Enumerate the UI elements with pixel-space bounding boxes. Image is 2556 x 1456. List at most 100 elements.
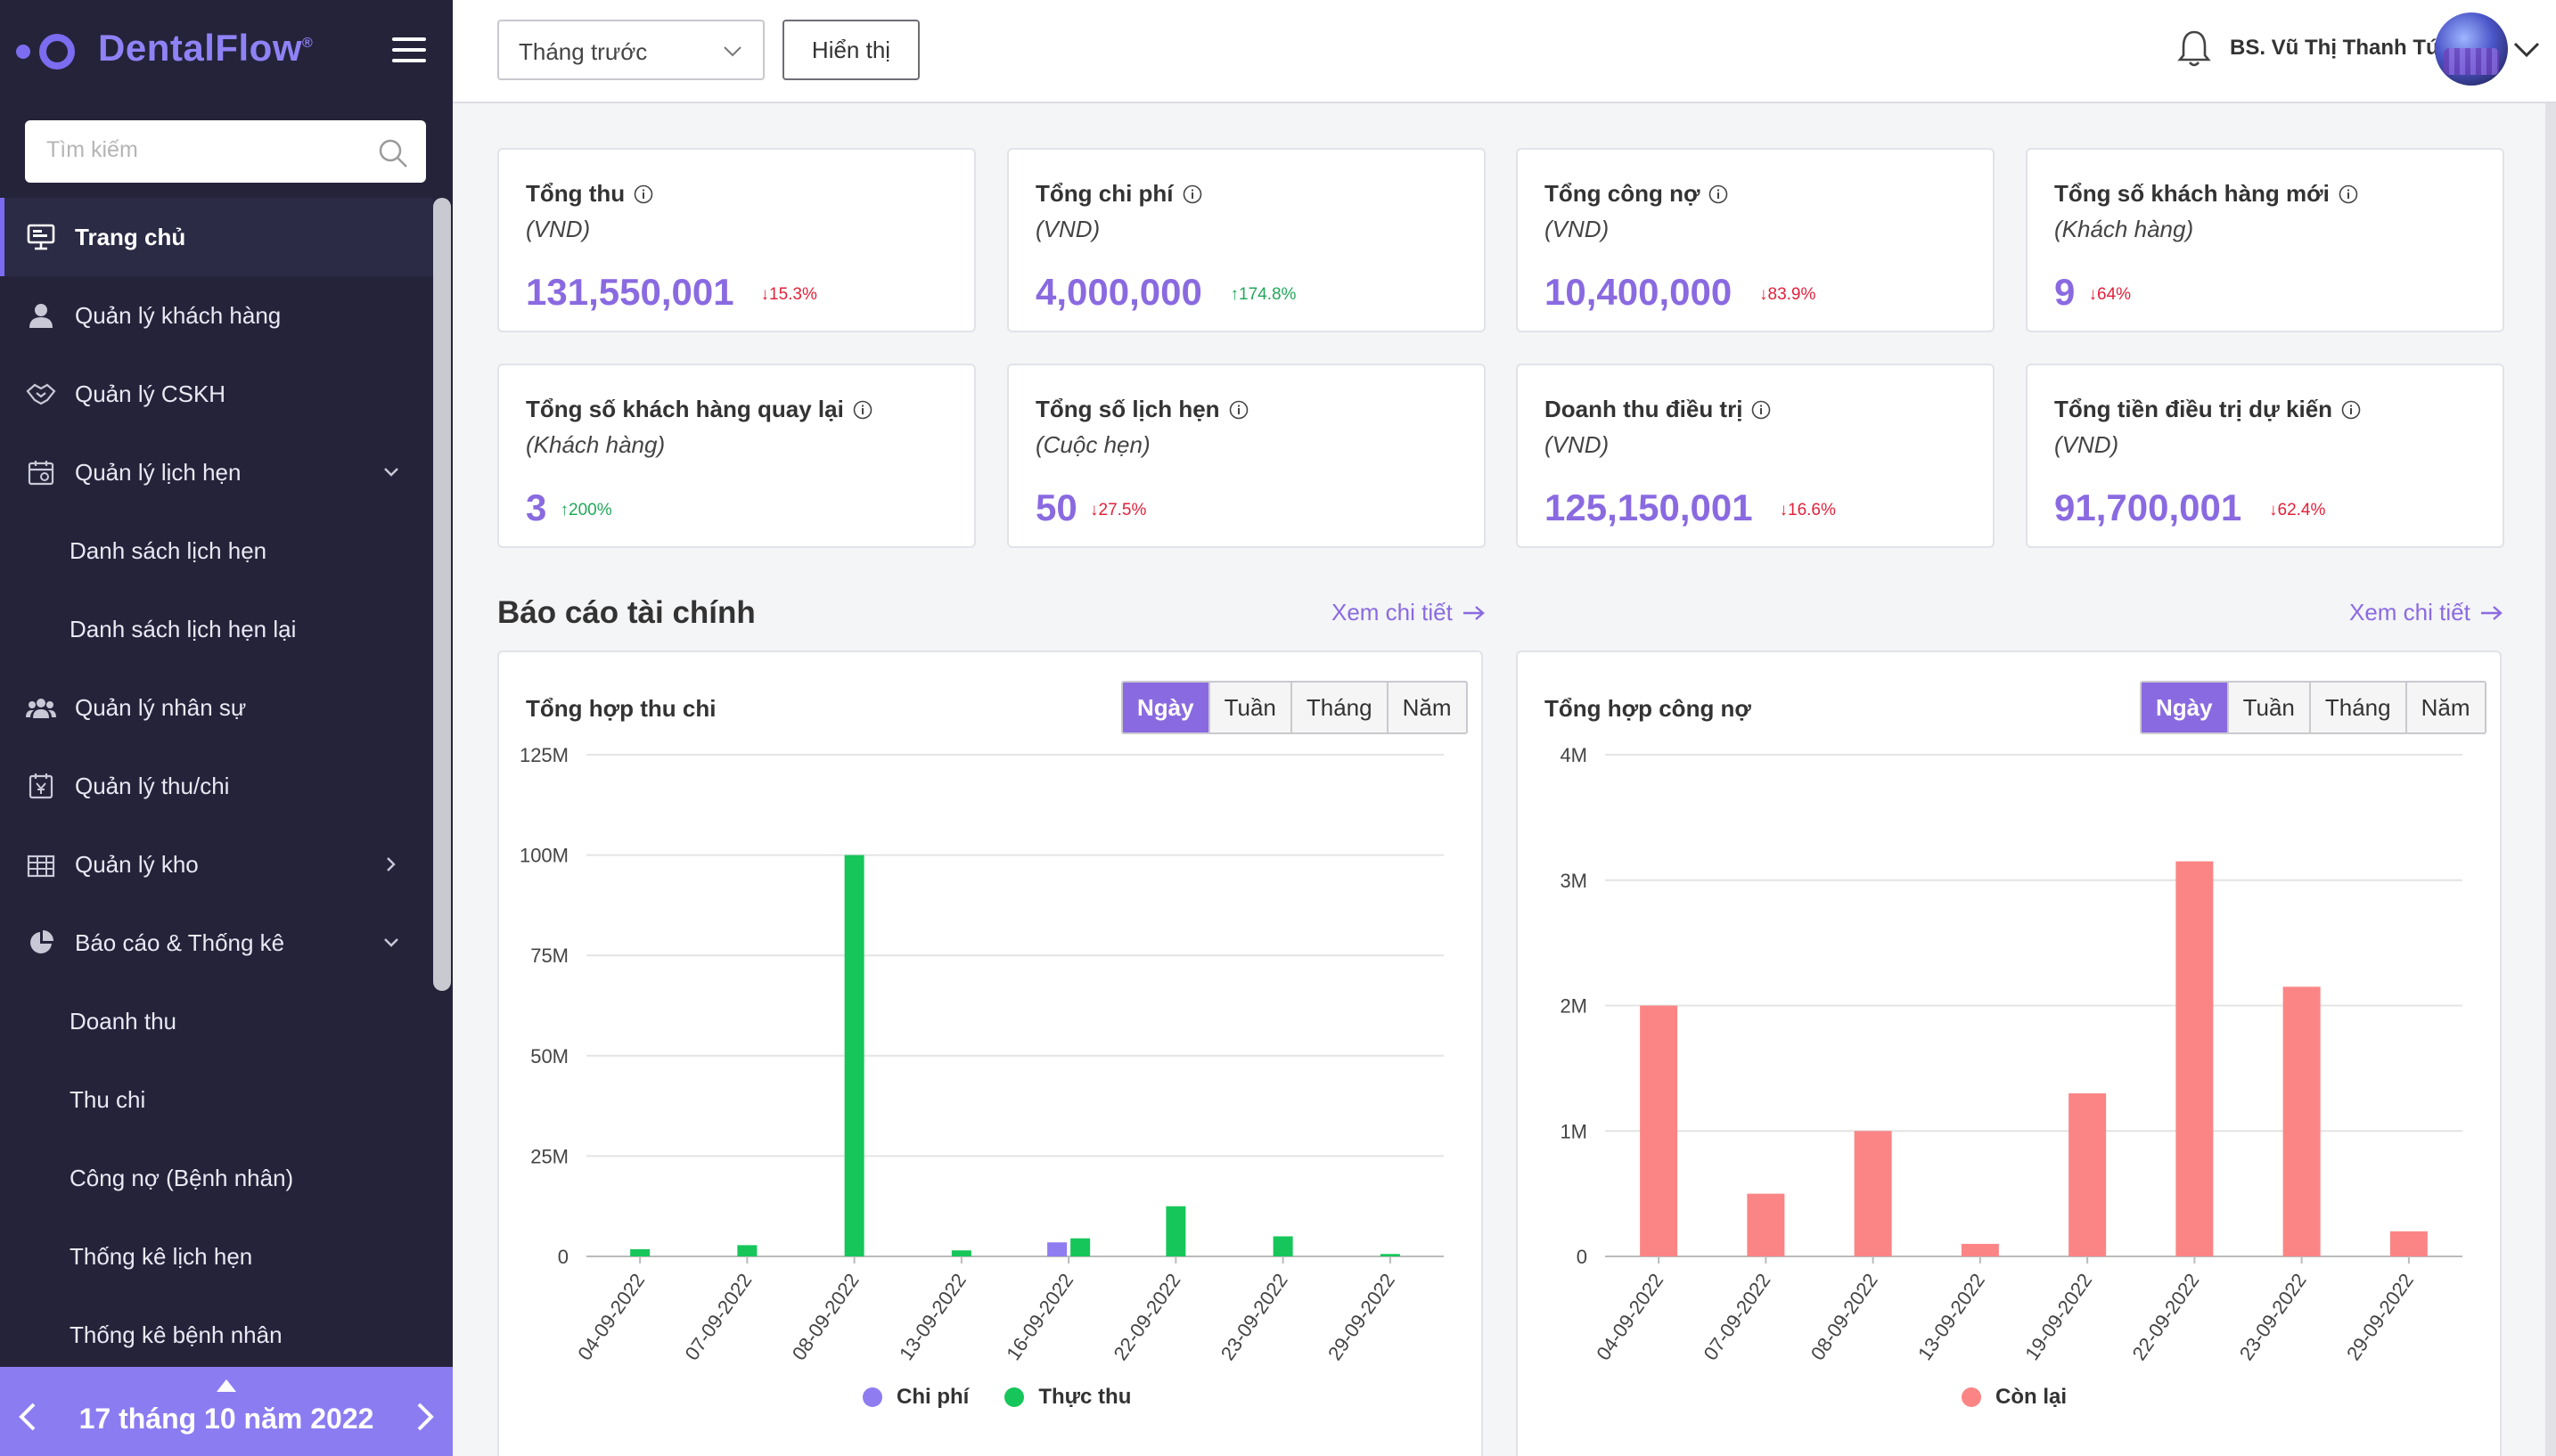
stat-card[interactable]: Tổng công nợ (VND) 10,400,000 ↓83.9% (1516, 148, 1995, 332)
sidebar-item-label: Thu chi (70, 1085, 146, 1113)
legend-item[interactable]: Thực thu (1004, 1385, 1131, 1410)
stat-title-text: Tổng tiền điều trị dự kiến (2054, 396, 2333, 422)
search-box (25, 120, 426, 183)
sidebar-item[interactable]: Trang chủ (0, 198, 433, 276)
sidebar-item[interactable]: Báo cáo & Thống kê (0, 904, 433, 982)
legend-swatch (1004, 1387, 1025, 1407)
warehouse-icon (23, 847, 59, 882)
arrow-down-icon: ↓ (1759, 285, 1768, 304)
stat-card[interactable]: Doanh thu điều trị (VND) 125,150,001 ↓16.6% (1516, 364, 1995, 548)
bar-Thực thu[interactable] (1380, 1254, 1400, 1256)
sidebar-item[interactable]: Quản lý lịch hẹn (0, 433, 433, 511)
arrow-up-icon: ↑ (560, 501, 569, 519)
tab-year[interactable]: Năm (1388, 683, 1466, 732)
legend-item[interactable]: Chi phí (863, 1385, 969, 1410)
x-tick-label: 08-09-2022 (1806, 1270, 1882, 1365)
bar-Thực thu[interactable] (844, 855, 864, 1256)
sidebar-subitem[interactable]: Danh sách lịch hẹn lại (0, 590, 433, 668)
chevron-down-icon[interactable] (378, 929, 405, 956)
y-tick-label: 1M (1560, 1120, 1587, 1142)
user-menu-chevron-icon[interactable] (2511, 36, 2542, 62)
page-scrollbar[interactable] (2545, 103, 2556, 1456)
tab-month[interactable]: Tháng (2310, 683, 2407, 732)
bar-Còn lại[interactable] (1747, 1193, 1785, 1256)
stat-value: 4,000,000 (1036, 271, 1202, 313)
sidebar-subitem[interactable]: Thống kê bệnh nhân (0, 1296, 433, 1374)
monitor-icon (23, 219, 59, 255)
info-icon[interactable] (1229, 400, 1249, 420)
info-icon[interactable] (634, 184, 653, 204)
info-icon[interactable] (853, 400, 872, 420)
bar-Thực thu[interactable] (737, 1245, 758, 1256)
bar-Thực thu[interactable] (1166, 1206, 1186, 1256)
info-icon[interactable] (2341, 400, 2361, 420)
tab-month[interactable]: Tháng (1291, 683, 1389, 732)
legend-item[interactable]: Còn lại (1962, 1385, 2067, 1410)
sidebar-item-label: Quản lý thu/chi (75, 772, 230, 799)
bar-Còn lại[interactable] (2282, 986, 2321, 1256)
bar-Thực thu[interactable] (1070, 1238, 1091, 1256)
stat-card[interactable]: Tổng chi phí (VND) 4,000,000 ↑174.8% (1007, 148, 1486, 332)
sidebar-item[interactable]: Quản lý nhân sự (0, 668, 433, 747)
stat-card[interactable]: Tổng số khách hàng mới (Khách hàng) 9 ↓64% (2026, 148, 2504, 332)
info-icon[interactable] (1751, 400, 1771, 420)
sidebar-scrollbar[interactable] (433, 198, 451, 991)
bar-Còn lại[interactable] (1640, 1005, 1678, 1257)
info-icon[interactable] (2339, 184, 2358, 204)
tab-day[interactable]: Ngày (1123, 683, 1210, 732)
bar-Thực thu[interactable] (1273, 1236, 1293, 1256)
sidebar-subitem[interactable]: Thu chi (0, 1060, 433, 1139)
sidebar-item[interactable]: Quản lý thu/chi (0, 747, 433, 825)
x-tick-label: 16-09-2022 (1002, 1270, 1077, 1365)
previous-date-icon[interactable] (11, 1399, 46, 1435)
bar-Còn lại[interactable] (1854, 1131, 1892, 1256)
stat-card[interactable]: Tổng thu (VND) 131,550,001 ↓15.3% (497, 148, 976, 332)
bar-Còn lại[interactable] (2069, 1093, 2107, 1256)
stat-change-value: 83.9% (1767, 285, 1816, 304)
caret-up-icon[interactable] (217, 1379, 236, 1392)
sidebar-item[interactable]: Quản lý kho (0, 825, 433, 904)
sidebar-menu: Trang chủ Quản lý khách hàng Quản lý CSKH Q… (0, 198, 433, 1374)
period-select[interactable]: Tháng trước (497, 20, 765, 80)
bar-Thực thu[interactable] (630, 1248, 651, 1256)
stat-card[interactable]: Tổng tiền điều trị dự kiến (VND) 91,700,00… (2026, 364, 2504, 548)
sidebar-subitem[interactable]: Công nợ (Bệnh nhân) (0, 1139, 433, 1217)
bell-icon[interactable] (2176, 29, 2212, 68)
x-tick-label: 04-09-2022 (573, 1270, 649, 1365)
show-button[interactable]: Hiển thị (782, 20, 920, 80)
stat-change-value: 27.5% (1098, 501, 1147, 519)
bar-Còn lại[interactable] (2389, 1231, 2428, 1256)
stat-change: ↑174.8% (1231, 285, 1297, 305)
y-tick-label: 2M (1560, 995, 1587, 1018)
see-more-link-debt[interactable]: Xem chi tiết (2349, 599, 2504, 626)
see-more-link-finance[interactable]: Xem chi tiết (1331, 599, 1487, 626)
search-input[interactable] (25, 120, 346, 179)
stat-card[interactable]: Tổng số khách hàng quay lại (Khách hàng) 3… (497, 364, 976, 548)
search-icon[interactable] (378, 138, 408, 168)
logo-mark-icon (16, 34, 78, 70)
info-icon[interactable] (1708, 184, 1728, 204)
chevron-down-icon[interactable] (378, 459, 405, 486)
bar-Thực thu[interactable] (951, 1250, 971, 1256)
stat-card[interactable]: Tổng số lịch hẹn (Cuộc hẹn) 50 ↓27.5% (1007, 364, 1486, 548)
tab-week[interactable]: Tuần (2228, 683, 2311, 732)
bar-Chi phí[interactable] (1047, 1242, 1068, 1256)
next-date-icon[interactable] (406, 1399, 442, 1435)
x-tick-label: 23-09-2022 (1217, 1270, 1292, 1365)
avatar[interactable] (2435, 12, 2508, 86)
sidebar-item[interactable]: Quản lý CSKH (0, 355, 433, 433)
sidebar-subitem[interactable]: Doanh thu (0, 982, 433, 1060)
logo[interactable]: DentalFlow® (0, 0, 453, 105)
chevron-right-icon[interactable] (378, 851, 405, 878)
hamburger-menu-icon[interactable] (392, 37, 426, 64)
sidebar-subitem[interactable]: Thống kê lịch hẹn (0, 1217, 433, 1296)
sidebar-item[interactable]: Quản lý khách hàng (0, 276, 433, 355)
sidebar-subitem[interactable]: Danh sách lịch hẹn (0, 511, 433, 590)
tab-week[interactable]: Tuần (1209, 683, 1292, 732)
tab-year[interactable]: Năm (2406, 683, 2485, 732)
bar-Còn lại[interactable] (1961, 1243, 1999, 1256)
user-name[interactable]: BS. Vũ Thị Thanh Tú (2230, 36, 2439, 60)
bar-Còn lại[interactable] (2175, 861, 2214, 1256)
tab-day[interactable]: Ngày (2142, 683, 2229, 732)
info-icon[interactable] (1183, 184, 1202, 204)
